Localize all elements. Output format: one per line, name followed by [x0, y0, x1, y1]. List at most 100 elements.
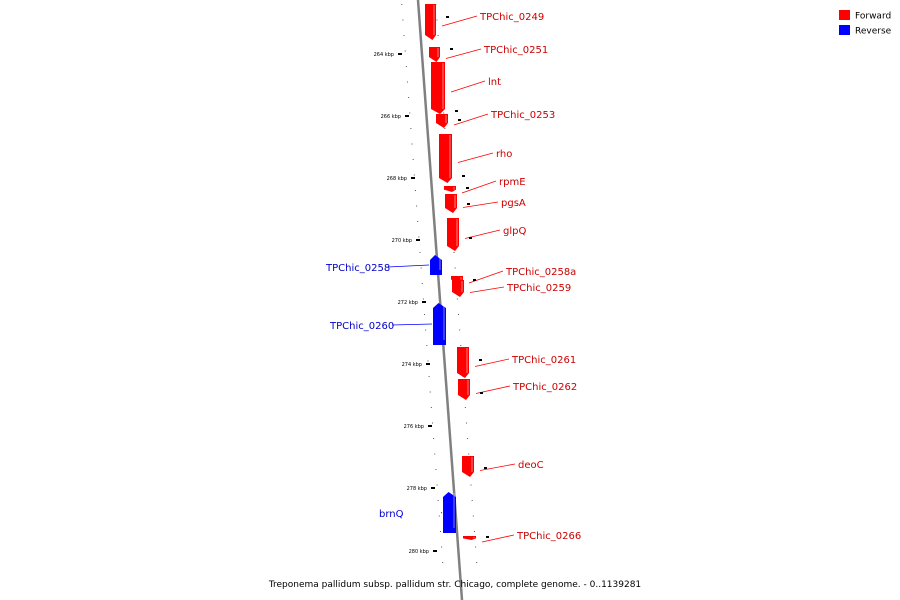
- gene-arrow[interactable]: [447, 218, 459, 251]
- guide-dot: [412, 159, 414, 160]
- gene-label[interactable]: rho: [496, 149, 512, 160]
- gene-leader: [481, 534, 515, 543]
- gene-label[interactable]: TPChic_0251: [483, 45, 548, 56]
- gene-label[interactable]: glpQ: [503, 226, 526, 237]
- guide-dot: [408, 97, 410, 98]
- gene-arrow[interactable]: [444, 186, 456, 192]
- gene-tpchic_0260[interactable]: TPChic_0260: [329, 303, 446, 345]
- gene-highlight: [433, 5, 435, 35]
- gene-lnt[interactable]: lnt: [431, 62, 501, 114]
- gene-label[interactable]: pgsA: [501, 198, 526, 209]
- gene-tick: [486, 536, 489, 538]
- gene-arrow[interactable]: [458, 379, 470, 400]
- guide-dot: [410, 128, 412, 129]
- gene-leader: [450, 80, 486, 93]
- gene-arrow[interactable]: [431, 62, 445, 114]
- guide-dot: [428, 376, 430, 377]
- gene-tpchic_0259[interactable]: TPChic_0259: [452, 280, 571, 297]
- genome-caption: Treponema pallidum subsp. pallidum str. …: [268, 580, 641, 590]
- gene-tpchic_0249[interactable]: TPChic_0249: [425, 4, 544, 40]
- tick-label: 270 kbp: [392, 238, 412, 244]
- gene-label[interactable]: TPChic_0253: [490, 110, 555, 121]
- guide-dot: [411, 143, 413, 145]
- tick-mark: [426, 363, 430, 365]
- gene-label[interactable]: TPChic_0258a: [505, 267, 576, 278]
- gene-rpme[interactable]: rpmE: [444, 177, 526, 194]
- gene-highlight: [442, 63, 444, 109]
- gene-brnq[interactable]: brnQ: [379, 492, 456, 533]
- tick-mark: [428, 425, 432, 427]
- gene-tpchic_0262[interactable]: TPChic_0262: [458, 379, 577, 400]
- gene-arrow[interactable]: [457, 347, 469, 378]
- gene-arrow[interactable]: [430, 255, 442, 275]
- gene-highlight: [439, 256, 441, 270]
- guide-dot: [472, 515, 474, 517]
- gene-label[interactable]: TPChic_0266: [516, 531, 581, 542]
- gene-leader: [441, 15, 478, 27]
- guide-dot: [430, 407, 432, 408]
- guide-dot: [426, 345, 428, 346]
- gene-label[interactable]: TPChic_0258: [325, 263, 390, 274]
- gene-pgsa[interactable]: pgsA: [445, 194, 526, 213]
- gene-label[interactable]: rpmE: [499, 177, 526, 188]
- gene-tpchic_0261[interactable]: TPChic_0261: [457, 347, 576, 378]
- guide-dot: [441, 546, 443, 548]
- gene-tick: [469, 237, 472, 239]
- gene-label[interactable]: TPChic_0259: [506, 283, 571, 294]
- gene-tpchic_0258a[interactable]: TPChic_0258a: [451, 267, 576, 284]
- gene-arrow[interactable]: [462, 456, 474, 477]
- guide-dot: [425, 329, 427, 331]
- guide-dot: [431, 422, 433, 424]
- gene-arrow[interactable]: [436, 114, 448, 128]
- gene-arrow[interactable]: [452, 280, 464, 297]
- gene-label[interactable]: TPChic_0260: [329, 321, 394, 332]
- gene-label[interactable]: lnt: [488, 77, 501, 88]
- gene-deoc[interactable]: deoC: [462, 456, 544, 477]
- gene-label[interactable]: TPChic_0262: [512, 382, 577, 393]
- guide-dot: [458, 314, 460, 315]
- gene-label[interactable]: deoC: [518, 460, 544, 471]
- guide-dot: [454, 267, 456, 269]
- gene-tick: [462, 175, 465, 177]
- guide-dot: [471, 500, 473, 501]
- guide-dot: [419, 252, 421, 253]
- gene-tpchic_0251[interactable]: TPChic_0251: [429, 45, 548, 62]
- gene-arrow[interactable]: [425, 4, 436, 40]
- legend-swatch: [839, 10, 850, 20]
- gene-tpchic_0266[interactable]: TPChic_0266: [463, 531, 581, 543]
- gene-leader: [445, 48, 482, 59]
- guide-dot: [433, 438, 435, 439]
- gene-tick: [458, 119, 461, 121]
- guide-dot: [424, 314, 426, 315]
- gene-arrow[interactable]: [429, 47, 440, 62]
- gene-rho[interactable]: rho: [439, 134, 512, 183]
- gene-arrow[interactable]: [445, 194, 457, 213]
- gene-tick: [479, 359, 482, 361]
- legend-label: Reverse: [855, 27, 892, 37]
- guide-dot: [437, 500, 439, 501]
- gene-tpchic_0253[interactable]: TPChic_0253: [436, 110, 555, 128]
- gene-arrow[interactable]: [433, 303, 446, 345]
- tick-label: 276 kbp: [404, 424, 424, 430]
- gene-label[interactable]: TPChic_0261: [511, 355, 576, 366]
- gene-leader: [457, 152, 494, 163]
- gene-tick: [480, 392, 483, 394]
- guide-dot: [475, 546, 477, 548]
- gene-tpchic_0258[interactable]: TPChic_0258: [325, 255, 442, 275]
- guide-dot: [436, 484, 438, 486]
- gene-label[interactable]: TPChic_0249: [479, 12, 544, 23]
- gene-arrow[interactable]: [439, 134, 452, 183]
- gene-tick: [455, 110, 458, 112]
- gene-highlight: [449, 135, 451, 178]
- gene-highlight: [467, 380, 469, 395]
- gene-arrow[interactable]: [443, 492, 456, 533]
- guide-dot: [416, 205, 418, 207]
- gene-arrow[interactable]: [463, 536, 476, 540]
- guide-dot: [422, 298, 424, 300]
- guide-dot: [420, 267, 422, 269]
- gene-label[interactable]: brnQ: [379, 509, 404, 520]
- tick-label: 280 kbp: [409, 549, 429, 555]
- gene-tick: [446, 16, 449, 18]
- gene-leader: [440, 512, 443, 514]
- gene-glpq[interactable]: glpQ: [447, 218, 526, 251]
